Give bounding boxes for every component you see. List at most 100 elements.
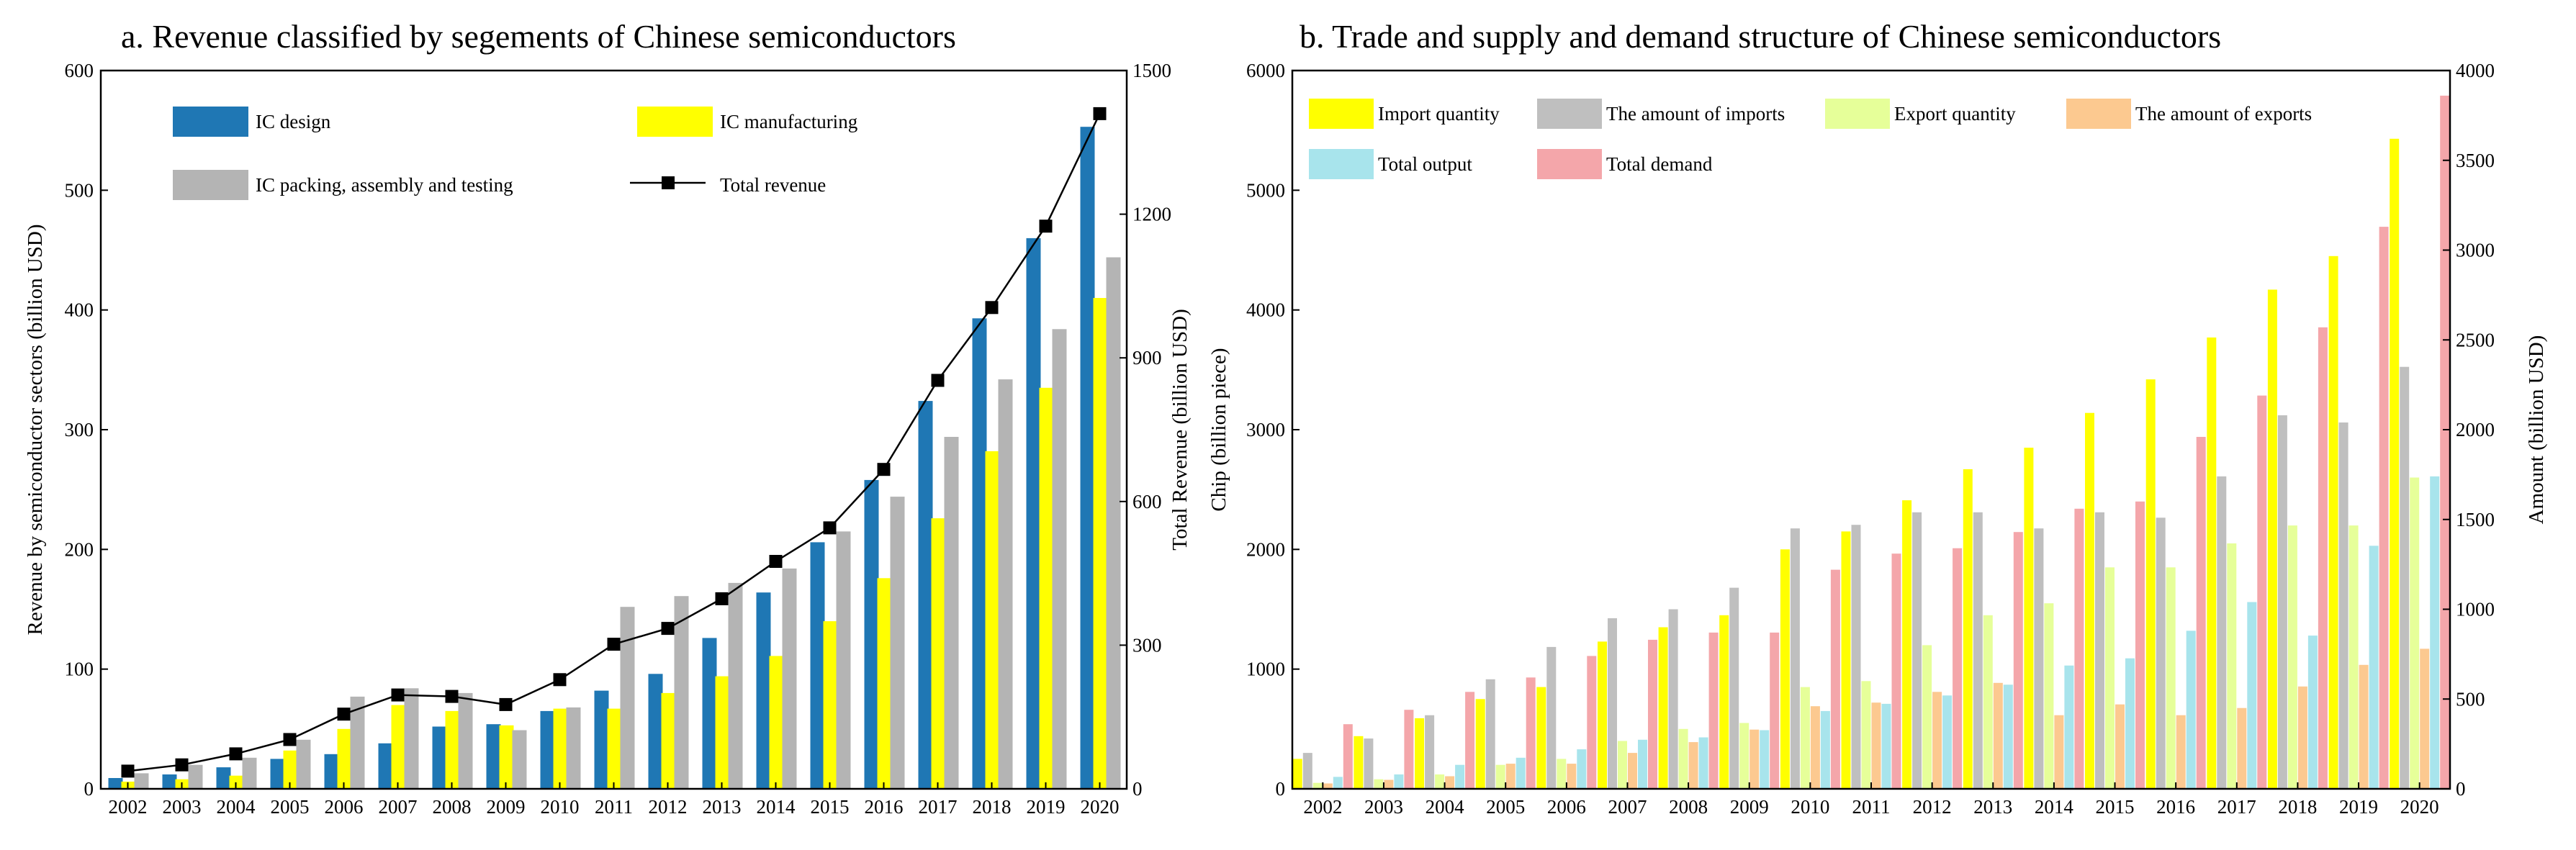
bar-ic-packing-assembly-and-testing-2020 — [1106, 257, 1121, 789]
chart-b-bars — [1292, 95, 2450, 790]
xtick-label-2003: 2003 — [163, 796, 202, 818]
bar-the-amount-of-imports-2013 — [1973, 512, 1983, 789]
bar-ic-packing-assembly-and-testing-2018 — [998, 379, 1013, 789]
legend-swatch-total-demand — [1537, 149, 1602, 179]
bar-ic-packing-assembly-and-testing-2015 — [836, 531, 851, 789]
bar-ic-packing-assembly-and-testing-2017 — [944, 437, 959, 789]
bar-ic-manufacturing-2013 — [715, 676, 730, 789]
bar-ic-design-2020 — [1080, 127, 1095, 789]
point-total-revenue-2006 — [337, 707, 351, 721]
ytick-label-2000: 2000 — [1246, 538, 1285, 560]
bar-total-demand-2017 — [2257, 395, 2267, 789]
bar-the-amount-of-imports-2008 — [1668, 609, 1678, 789]
bar-total-demand-2004 — [1465, 692, 1475, 789]
bar-the-amount-of-imports-2002 — [1302, 753, 1312, 789]
bar-the-amount-of-exports-2017 — [2237, 707, 2247, 789]
chart-b-legend: Import quantity The amount of imports Expo… — [1309, 99, 2312, 179]
bar-total-output-2004 — [1455, 764, 1465, 789]
bar-ic-packing-assembly-and-testing-2008 — [458, 692, 473, 789]
legend-swatch-ic-packing-assembly-and-testing — [173, 170, 248, 200]
bar-total-demand-2009 — [1770, 632, 1780, 789]
chart-a-bars — [108, 127, 1121, 789]
bar-ic-packing-assembly-and-testing-2013 — [728, 582, 743, 789]
bar-the-amount-of-imports-2009 — [1729, 587, 1739, 789]
bar-total-demand-2010 — [1830, 569, 1840, 789]
y2tick-label-2500: 2500 — [2456, 329, 2495, 351]
chart-a-title: a. Revenue classified by segements of Ch… — [121, 18, 956, 55]
bar-total-demand-2006 — [1587, 656, 1597, 789]
bar-the-amount-of-imports-2020 — [2400, 366, 2410, 789]
bar-ic-design-2006 — [324, 754, 339, 789]
bar-import-quantity-2011 — [1841, 531, 1851, 789]
bar-ic-manufacturing-2004 — [229, 775, 244, 789]
bar-the-amount-of-imports-2017 — [2217, 476, 2227, 789]
xtick-label-2018: 2018 — [973, 796, 1012, 818]
legend-label-total-output: Total output — [1378, 153, 1472, 175]
bar-ic-design-2017 — [918, 401, 933, 789]
ytick-label-5000: 5000 — [1246, 179, 1285, 201]
xtick-label-2017: 2017 — [2217, 796, 2256, 818]
point-total-revenue-2017 — [931, 374, 945, 387]
point-total-revenue-2011 — [607, 638, 621, 651]
bar-ic-design-2014 — [756, 592, 771, 789]
bar-the-amount-of-exports-2011 — [1871, 702, 1881, 789]
bar-import-quantity-2009 — [1719, 615, 1729, 789]
bar-total-output-2015 — [2125, 658, 2135, 789]
bar-ic-manufacturing-2008 — [445, 710, 460, 789]
y2tick-label-1200: 1200 — [1132, 204, 1171, 225]
bar-the-amount-of-imports-2014 — [2034, 528, 2044, 789]
legend-swatch-the-amount-of-imports — [1537, 99, 1602, 129]
point-total-revenue-2008 — [445, 690, 459, 703]
bar-ic-design-2008 — [432, 726, 447, 789]
bar-ic-packing-assembly-and-testing-2014 — [782, 568, 797, 789]
bar-ic-design-2004 — [216, 767, 231, 789]
bar-total-demand-2008 — [1708, 632, 1719, 789]
legend-label-import-quantity: Import quantity — [1378, 103, 1500, 125]
ytick-label-400: 400 — [65, 299, 94, 321]
bar-import-quantity-2002 — [1292, 759, 1302, 789]
bar-export-quantity-2019 — [2348, 525, 2359, 789]
bar-the-amount-of-exports-2004 — [1445, 776, 1455, 789]
bar-import-quantity-2014 — [2024, 448, 2034, 789]
chart-a-left-axis-ticks: 0 100 200 300 400 500 600 — [65, 60, 108, 800]
bar-ic-manufacturing-2014 — [769, 656, 784, 789]
bar-import-quantity-2008 — [1658, 627, 1668, 789]
bar-import-quantity-2017 — [2207, 337, 2217, 789]
xtick-label-2020: 2020 — [2400, 796, 2439, 818]
bar-the-amount-of-exports-2008 — [1688, 742, 1698, 789]
y2tick-label-3500: 3500 — [2456, 150, 2495, 171]
bar-total-demand-2016 — [2196, 437, 2206, 789]
y2tick-label-1500: 1500 — [1132, 60, 1171, 81]
bar-the-amount-of-exports-2010 — [1810, 706, 1820, 789]
y2tick-label-2000: 2000 — [2456, 419, 2495, 440]
chart-b-left-axis-ticks: 0 1000 2000 3000 4000 5000 6000 — [1246, 60, 1300, 800]
y2tick-label-500: 500 — [2456, 688, 2485, 710]
bar-total-demand-2011 — [1891, 553, 1901, 789]
ytick-label-3000: 3000 — [1246, 419, 1285, 440]
xtick-label-2013: 2013 — [1973, 796, 2012, 818]
bar-export-quantity-2007 — [1618, 741, 1627, 789]
ytick-label-4000: 4000 — [1246, 299, 1285, 321]
bar-the-amount-of-exports-2014 — [2054, 715, 2064, 789]
bar-ic-manufacturing-2015 — [823, 621, 838, 789]
point-total-revenue-2020 — [1093, 107, 1107, 120]
bar-export-quantity-2009 — [1739, 723, 1749, 789]
bar-import-quantity-2020 — [2390, 138, 2400, 790]
bar-ic-packing-assembly-and-testing-2002 — [134, 773, 149, 789]
bar-ic-packing-assembly-and-testing-2006 — [350, 696, 365, 789]
bar-export-quantity-2014 — [2044, 603, 2054, 789]
xtick-label-2009: 2009 — [487, 796, 526, 818]
bar-total-demand-2002 — [1343, 724, 1353, 789]
point-total-revenue-2016 — [877, 463, 891, 476]
xtick-label-2008: 2008 — [1669, 796, 1708, 818]
ytick-label-300: 300 — [65, 419, 94, 440]
bar-import-quantity-2010 — [1780, 549, 1790, 789]
bar-import-quantity-2007 — [1598, 641, 1607, 789]
legend-label-ic-design: IC design — [256, 111, 331, 132]
bar-export-quantity-2011 — [1861, 681, 1871, 789]
bar-total-demand-2007 — [1648, 639, 1657, 789]
bar-total-demand-2015 — [2135, 501, 2145, 789]
legend-swatch-ic-design — [173, 107, 248, 137]
bar-ic-manufacturing-2016 — [877, 578, 892, 789]
bar-total-output-2012 — [1942, 695, 1953, 789]
